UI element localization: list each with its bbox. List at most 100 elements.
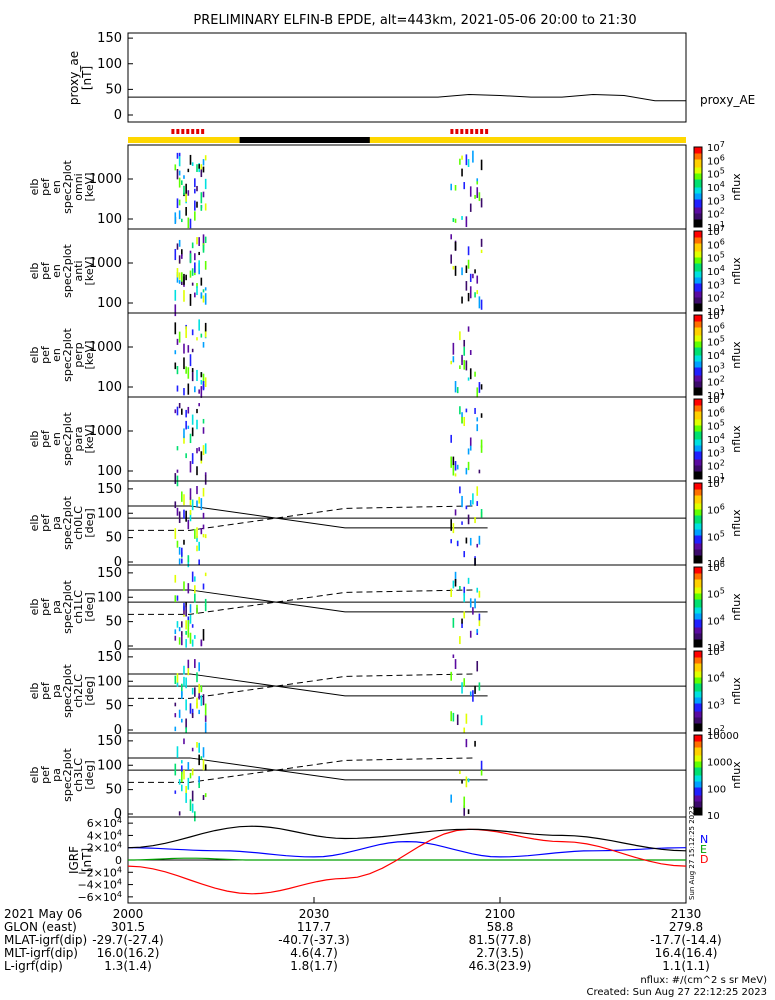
spectrogram-pixel — [469, 445, 472, 451]
orbit-info-row: MLT-igrf(dip) 16.0(16.2) 4.6(4.7) 2.7(3.5) 1… — [4, 947, 717, 960]
spectrogram-pixel — [469, 368, 472, 380]
spectrogram-pixel — [200, 756, 203, 760]
pitch-angle-colorbar-segment — [694, 763, 702, 766]
spectrogram-colorbar-segment — [694, 307, 702, 310]
spectrogram-pixel — [459, 158, 461, 165]
spectrogram-pixel — [185, 274, 187, 281]
spectrogram-pixel — [454, 571, 457, 583]
pitch-angle-colorbar-segment — [694, 561, 702, 564]
spectrogram-pixel — [476, 417, 479, 422]
pitch-angle-colorbar-tick-label: 100 — [707, 784, 726, 795]
spectrogram-pixel — [469, 273, 472, 282]
pitch-angle-ylabel: elb — [28, 515, 41, 532]
spectrogram-colorbar-segment — [694, 215, 702, 218]
spectrogram-pixel — [452, 218, 455, 222]
spectrogram-colorbar-segment — [694, 153, 702, 156]
spectrogram-pixel — [178, 546, 181, 555]
pitch-angle-colorbar-tick-label: 105 — [707, 587, 725, 601]
spectrogram-pixel — [476, 187, 479, 198]
spectrogram-pixel — [176, 746, 179, 758]
spectrogram-colorbar-segment — [694, 447, 702, 450]
pitch-angle-colorbar-segment — [694, 551, 702, 554]
spectrogram-pixel — [183, 539, 185, 545]
pitch-angle-colorbar-segment — [694, 715, 702, 718]
spectrogram-colorbar-segment — [694, 291, 702, 294]
zone-red-marker — [480, 129, 484, 134]
spectrogram-pixel — [474, 558, 476, 566]
spectrogram-pixel — [204, 793, 207, 798]
pitch-angle-colorbar-segment — [694, 783, 702, 786]
spectrogram-colorbar-segment — [694, 167, 702, 170]
spectrogram-pixel — [204, 260, 207, 270]
spectrogram-pixel — [200, 685, 203, 693]
spectrogram-colorbar-tick-label: 102 — [707, 375, 725, 389]
pitch-angle-ylabel: spec2plot — [61, 580, 74, 634]
spectrogram-pixel — [194, 576, 196, 582]
spectrogram-pixel — [454, 241, 457, 251]
spectrogram-colorbar-segment — [694, 475, 702, 478]
spectrogram-pixel — [461, 155, 463, 160]
spectrogram-colorbar-segment — [694, 399, 702, 402]
orbit-info-value: 16.4(16.4) — [654, 946, 718, 960]
spectrogram-pixel — [452, 456, 455, 466]
spectrogram-colorbar-segment — [694, 149, 702, 152]
spectrogram-pixel — [191, 348, 194, 353]
spectrogram-pixel — [198, 403, 200, 407]
pitch-angle-colorbar-segment — [694, 747, 702, 750]
spectrogram-pixel — [183, 509, 185, 519]
pitch-angle-colorbar-segment — [694, 619, 702, 622]
zone-red-marker — [485, 129, 489, 134]
pitch-angle-colorbar-segment — [694, 609, 702, 612]
pitch-angle-colorbar-tick-label: 106 — [707, 503, 725, 517]
spectrogram-pixel — [183, 175, 185, 179]
spectrogram-colorbar-segment — [694, 319, 702, 322]
spectrogram-pixel — [456, 387, 459, 394]
spectrogram-colorbar-segment — [694, 299, 702, 302]
spectrogram-pixel — [467, 246, 470, 256]
pitch-angle-colorbar-segment — [694, 781, 702, 784]
spectrogram-pixel — [469, 537, 472, 546]
spectrogram-colorbar-segment — [694, 277, 702, 280]
spectrogram-colorbar-segment — [694, 171, 702, 174]
spectrogram-pixel — [187, 425, 190, 429]
spectrogram-colorbar-segment — [694, 467, 702, 470]
spectrogram-colorbar-segment — [694, 439, 702, 442]
spectrogram-pixel — [204, 322, 207, 332]
spectrogram-pixel — [181, 691, 183, 699]
spectrogram-ylabel: elb — [28, 263, 41, 280]
pitch-angle-colorbar-segment — [694, 773, 702, 776]
pitch-angle-colorbar-segment — [694, 765, 702, 768]
spectrogram-pixel — [200, 451, 203, 461]
pitch-angle-colorbar-segment — [694, 625, 702, 628]
spectrogram-colorbar-segment — [694, 177, 702, 180]
pitch-angle-colorbar-tick-label: 107 — [707, 476, 725, 490]
spectrogram-pixel — [194, 253, 196, 261]
spectrogram-pixel — [467, 377, 470, 381]
spectrogram-pixel — [183, 290, 185, 302]
spectrogram-ylabel: [keV] — [83, 173, 96, 202]
spectrogram-colorbar-segment — [694, 413, 702, 416]
spectrogram-colorbar-segment — [694, 323, 702, 326]
pitch-angle-colorbar-segment — [694, 751, 702, 754]
spectrogram-ylabel: en — [50, 348, 63, 362]
spectrogram-pixel — [465, 537, 468, 544]
pitch-angle-tick-label: 150 — [97, 734, 122, 749]
spectrogram-pixel — [202, 533, 205, 538]
spectrogram-pixel — [185, 326, 187, 338]
spectrogram-pixel — [178, 255, 181, 264]
spectrogram-pixel — [191, 624, 194, 628]
spectrogram-colorbar-tick-label: 105 — [707, 251, 725, 265]
spectrogram-pixel — [469, 437, 472, 447]
spectrogram-ylabel: elb — [28, 431, 41, 448]
spectrogram-pixel — [178, 199, 181, 206]
spectrogram-pixel — [185, 786, 187, 794]
spectrogram-tick-label: 100 — [97, 296, 122, 311]
pitch-angle-colorbar-segment — [694, 665, 702, 668]
pitch-angle-colorbar-segment — [694, 725, 702, 728]
spectrogram-pixel — [454, 659, 457, 669]
spectrogram-ylabel: pef — [39, 177, 52, 196]
spectrogram-pixel — [202, 295, 205, 303]
pitch-angle-colorbar-segment — [694, 599, 702, 602]
spectrogram-colorbar-segment — [694, 469, 702, 472]
orbit-info-value: 279.8 — [668, 920, 704, 934]
